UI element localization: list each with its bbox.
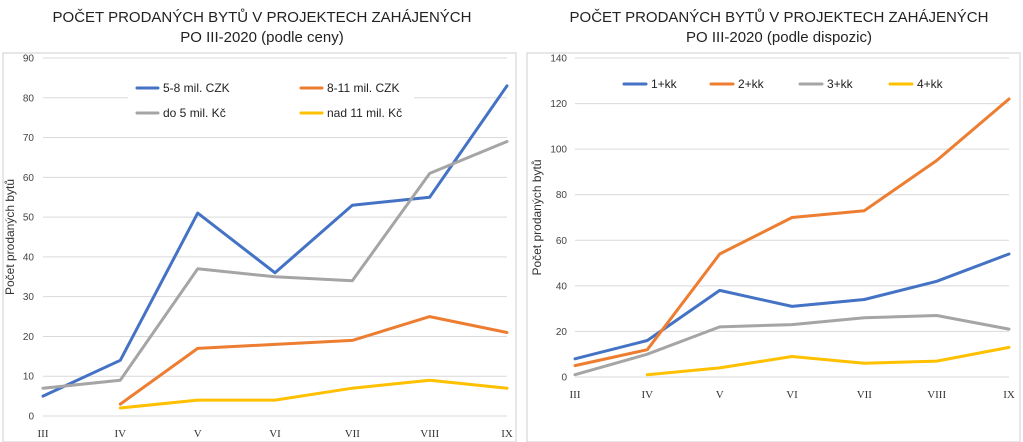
- chart-title-line2: PO III-2020 (podle ceny): [180, 29, 343, 46]
- y-tick-label: 50: [23, 213, 35, 224]
- x-tick-label: VII: [857, 389, 873, 401]
- y-tick-label: 80: [556, 190, 568, 201]
- chart-title-line2: PO III-2020 (podle dispozic): [686, 29, 872, 46]
- x-tick-label: IX: [1003, 389, 1015, 401]
- y-tick-label: 80: [23, 93, 35, 104]
- legend-background: [128, 74, 414, 126]
- y-tick-label: 90: [23, 54, 35, 65]
- y-axis-label: Počet prodaných bytů: [3, 179, 17, 295]
- series-line-2: [573, 97, 1011, 368]
- chart-frame: [526, 52, 1021, 442]
- y-tick-label: 10: [23, 372, 35, 383]
- chart-1: POČET PRODANÝCH BYTŮ V PROJEKTECH ZAHÁJE…: [2, 8, 517, 442]
- y-tick-label: 40: [556, 281, 568, 292]
- legend-label: nad 11 mil. Kč: [327, 106, 402, 120]
- x-tick-label: IV: [115, 428, 127, 440]
- y-tick-label: 120: [550, 99, 567, 110]
- x-tick-label: VII: [345, 428, 361, 440]
- legend-label: 8-11 mil. CZK: [327, 81, 399, 95]
- y-tick-label: 100: [550, 145, 567, 156]
- y-tick-label: 0: [561, 373, 567, 384]
- x-tick-label: III: [570, 389, 581, 401]
- legend-label: 4+kk: [917, 77, 944, 91]
- y-tick-label: 30: [23, 292, 35, 303]
- x-tick-label: VIII: [927, 389, 946, 401]
- y-axis-label: Počet prodaných bytů: [530, 159, 544, 275]
- series-line-1: [573, 252, 1011, 361]
- y-tick-label: 40: [23, 252, 35, 263]
- series-line-4: [645, 345, 1011, 377]
- y-tick-label: 20: [556, 327, 568, 338]
- y-tick-label: 0: [28, 412, 34, 423]
- x-tick-label: IV: [642, 389, 654, 401]
- series-line-3: [41, 140, 509, 390]
- x-tick-label: V: [194, 428, 202, 440]
- y-tick-label: 60: [556, 236, 568, 247]
- chart-title-line1: POČET PRODANÝCH BYTŮ V PROJEKTECH ZAHÁJE…: [570, 8, 989, 26]
- x-tick-label: V: [716, 389, 724, 401]
- series-line-1: [41, 84, 509, 398]
- legend-label: 1+kk: [651, 77, 678, 91]
- series-line-4: [118, 378, 509, 410]
- legend-label: 5-8 mil. CZK: [163, 81, 230, 95]
- series-line-2: [118, 315, 509, 406]
- y-tick-label: 20: [23, 332, 35, 343]
- x-tick-label: IX: [501, 428, 513, 440]
- y-tick-label: 60: [23, 173, 35, 184]
- legend-label: 2+kk: [738, 77, 765, 91]
- chart-2: POČET PRODANÝCH BYTŮ V PROJEKTECH ZAHÁJE…: [526, 8, 1021, 442]
- x-tick-label: VI: [269, 428, 281, 440]
- series-line-3: [573, 314, 1011, 377]
- chart-title-line1: POČET PRODANÝCH BYTŮ V PROJEKTECH ZAHÁJE…: [53, 8, 472, 26]
- legend-label: do 5 mil. Kč: [163, 106, 226, 120]
- y-tick-label: 140: [550, 54, 567, 65]
- x-tick-label: III: [38, 428, 49, 440]
- x-tick-label: VI: [786, 389, 798, 401]
- y-tick-label: 70: [23, 133, 35, 144]
- x-tick-label: VIII: [420, 428, 439, 440]
- chart-frame: [2, 52, 517, 442]
- legend-label: 3+kk: [827, 77, 854, 91]
